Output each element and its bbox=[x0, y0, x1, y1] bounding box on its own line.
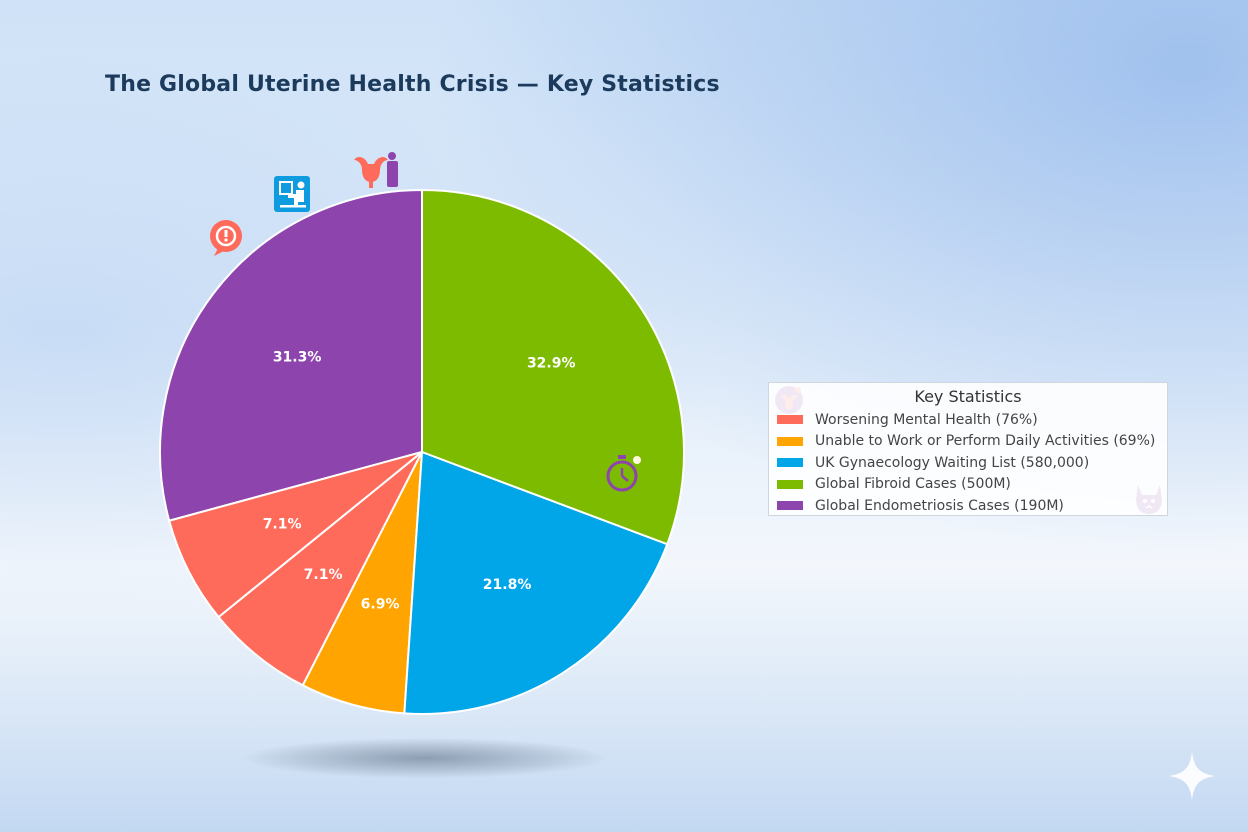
speech-bubble-icon bbox=[210, 220, 242, 256]
sparkle-icon bbox=[1168, 752, 1216, 800]
slice-percent-label: 32.9% bbox=[527, 355, 576, 371]
legend-item: UK Gynaecology Waiting List (580,000) bbox=[777, 452, 1167, 474]
slice-percent-label: 7.1% bbox=[263, 517, 302, 533]
slice-percent-label: 21.8% bbox=[483, 577, 532, 593]
legend-swatch bbox=[777, 458, 803, 468]
chart-title: The Global Uterine Health Crisis — Key S… bbox=[105, 72, 720, 97]
legend-title: Key Statistics bbox=[914, 387, 1022, 406]
slice-percent-label: 31.3% bbox=[273, 350, 322, 366]
waiting-room-icon bbox=[274, 176, 310, 212]
legend-swatch bbox=[777, 415, 803, 425]
legend-label: Unable to Work or Perform Daily Activiti… bbox=[815, 433, 1156, 450]
slice-percent-label: 7.1% bbox=[304, 567, 343, 583]
legend-item: Worsening Mental Health (76%) bbox=[777, 409, 1167, 431]
legend-entries: Worsening Mental Health (76%) Unable to W… bbox=[769, 409, 1167, 517]
pie-slice-labels: 31.3% 7.1% 7.1% 6.9% 21.8% 32.9% bbox=[263, 350, 576, 613]
legend-item: Unable to Work or Perform Daily Activiti… bbox=[777, 431, 1167, 453]
pie-slice bbox=[403, 450, 669, 715]
pie-slices bbox=[159, 188, 685, 715]
legend-label: Global Endometriosis Cases (190M) bbox=[815, 497, 1064, 514]
legend-item: Global Fibroid Cases (500M) bbox=[777, 474, 1167, 496]
legend-swatch bbox=[777, 501, 803, 511]
pie-slice bbox=[167, 451, 423, 619]
chart-legend: Key Statistics Worsening Mental Health (… bbox=[768, 382, 1168, 516]
legend-label: Worsening Mental Health (76%) bbox=[815, 411, 1038, 428]
slice-percent-label: 6.9% bbox=[361, 597, 400, 613]
legend-swatch bbox=[777, 479, 803, 489]
legend-item: Global Endometriosis Cases (190M) bbox=[777, 495, 1167, 517]
legend-swatch bbox=[777, 436, 803, 446]
pie-slice bbox=[217, 451, 423, 687]
legend-label: UK Gynaecology Waiting List (580,000) bbox=[815, 454, 1090, 471]
uterus-icon bbox=[354, 152, 398, 188]
pie-slice bbox=[159, 188, 423, 522]
stopwatch-icon bbox=[606, 455, 641, 492]
pie-shadow bbox=[245, 738, 605, 778]
legend-label: Global Fibroid Cases (500M) bbox=[815, 476, 1011, 493]
